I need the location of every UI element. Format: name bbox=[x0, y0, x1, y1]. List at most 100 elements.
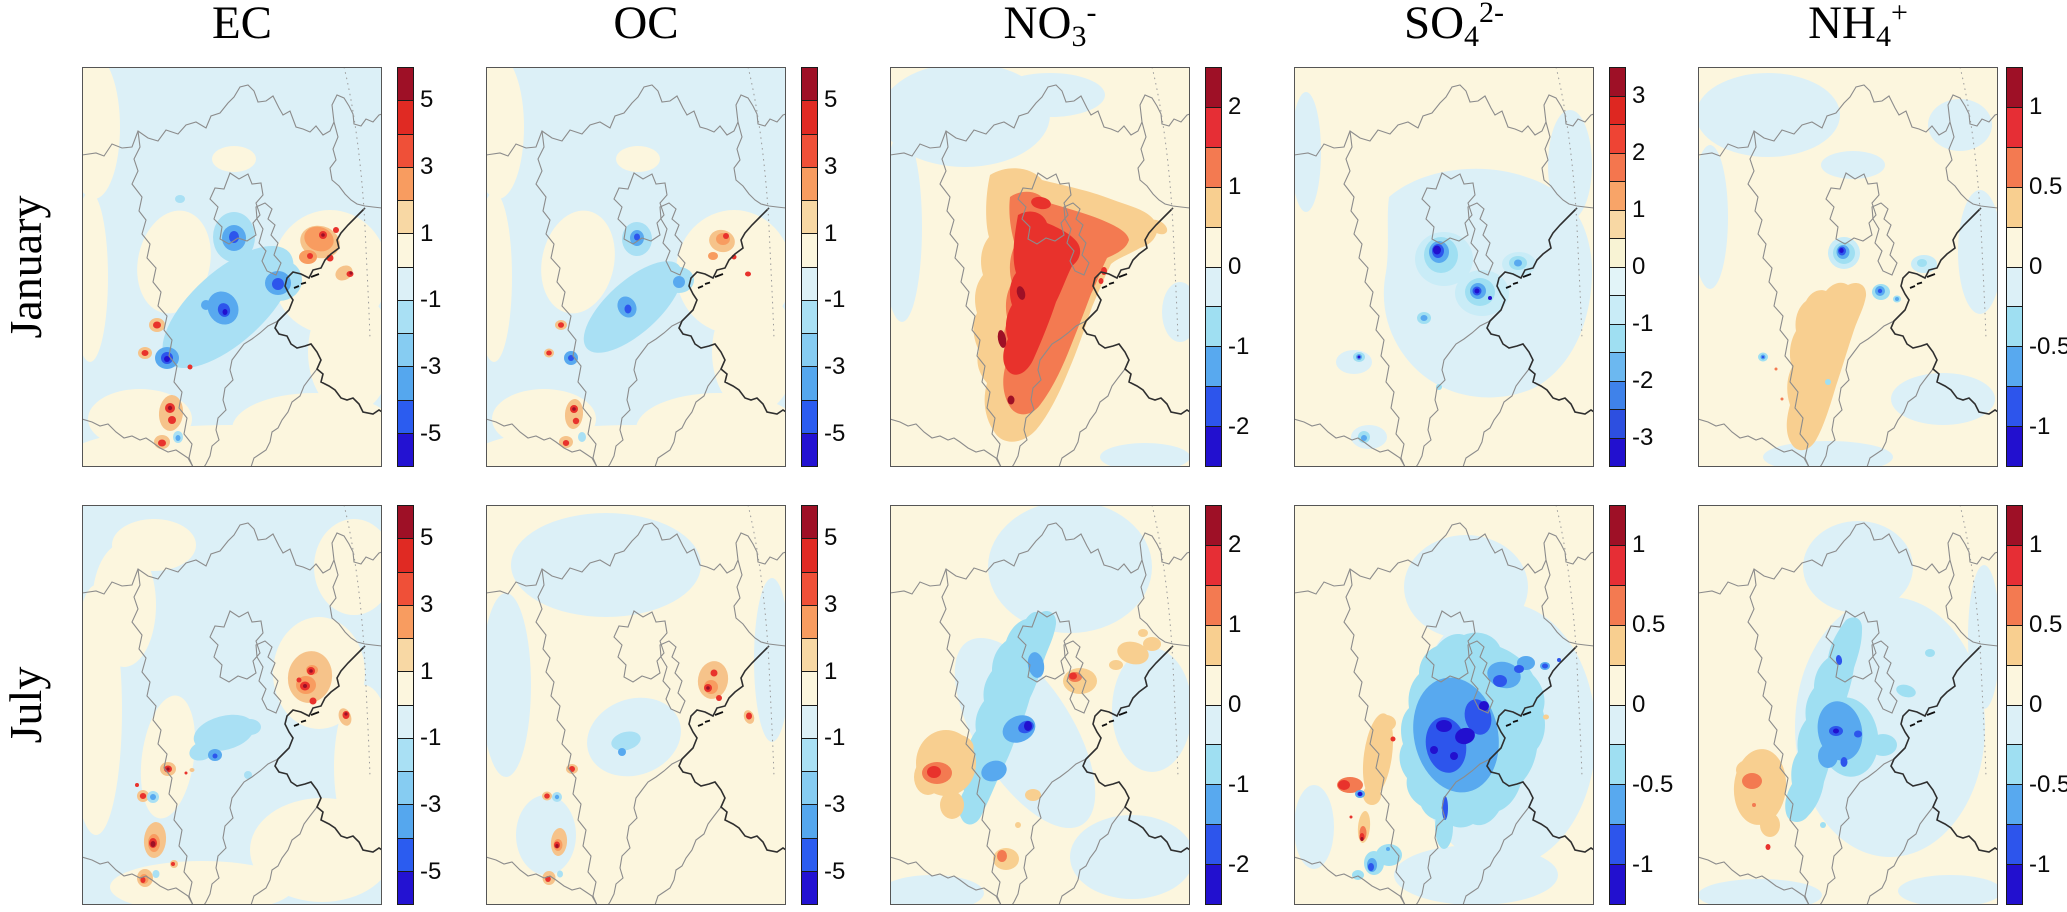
map-jan-so4 bbox=[1294, 67, 1594, 467]
column-title-base: OC bbox=[613, 0, 679, 49]
colorbar-tick: -1 bbox=[420, 724, 442, 752]
map-jul-ec bbox=[82, 505, 382, 905]
colorbar-segment bbox=[802, 334, 817, 368]
colorbar-tick: -1 bbox=[824, 724, 846, 752]
colorbar-segment bbox=[398, 738, 413, 772]
colorbar-tick: 0.5 bbox=[2029, 611, 2063, 638]
colorbar-segment bbox=[1610, 153, 1625, 182]
row-label-july: July bbox=[0, 666, 51, 744]
colorbar-tick: 5 bbox=[824, 86, 838, 114]
colorbar-segment bbox=[398, 367, 413, 401]
colorbar-segment bbox=[802, 506, 817, 540]
colorbar-tick: 2 bbox=[1228, 531, 1242, 558]
colorbar-jan-oc bbox=[801, 67, 818, 467]
colorbar-segment bbox=[802, 367, 817, 401]
colorbar-segment bbox=[1206, 107, 1221, 148]
colorbar-tick: -1 bbox=[1632, 851, 1654, 878]
panel-jul-nh4: 1 0.5 0 -0.5 -1 bbox=[1698, 505, 2067, 905]
colorbar-tick: -3 bbox=[824, 353, 846, 380]
column-title-ec: EC bbox=[52, 0, 432, 56]
colorbar-segment bbox=[2007, 545, 2022, 586]
colorbar-segment bbox=[398, 705, 413, 739]
column-title-nh4: NH4+ bbox=[1668, 0, 2048, 56]
colorbar-segment bbox=[398, 433, 413, 466]
colorbar-segment bbox=[1610, 381, 1625, 410]
colorbar-segment bbox=[802, 68, 817, 102]
panel-jul-ec: 5 3 1 -1 -3 -5 bbox=[82, 505, 462, 905]
column-title-so4: SO42- bbox=[1264, 0, 1644, 56]
colorbar-segment bbox=[2007, 665, 2022, 706]
panel-jan-nh4: 1 0.5 0 -0.5 -1 bbox=[1698, 67, 2067, 467]
colorbar-segment bbox=[2007, 427, 2022, 467]
colorbar-segment bbox=[802, 539, 817, 573]
colorbar-jan-nh4 bbox=[2006, 67, 2023, 467]
column-title-superscript: 2- bbox=[1479, 0, 1505, 29]
colorbar-tick: -3 bbox=[824, 791, 846, 818]
colorbar-segment bbox=[1206, 665, 1221, 706]
colorbar-segment bbox=[1610, 324, 1625, 353]
colorbar-tick: 1 bbox=[824, 219, 838, 247]
colorbar-segment bbox=[802, 772, 817, 806]
colorbar-segment bbox=[1206, 187, 1221, 228]
colorbar-segment bbox=[1610, 353, 1625, 382]
colorbar-segment bbox=[1610, 210, 1625, 239]
colorbar-tick: 3 bbox=[824, 153, 838, 180]
colorbar-segment bbox=[1206, 865, 1221, 905]
colorbar-segment bbox=[1610, 665, 1625, 706]
colorbar-segment bbox=[398, 572, 413, 606]
colorbar-tick: -0.5 bbox=[2029, 333, 2067, 360]
panel-jan-oc: 5 3 1 -1 -3 -5 bbox=[486, 67, 866, 467]
colorbar-segment bbox=[2007, 506, 2022, 546]
colorbar-tick: -1 bbox=[2029, 851, 2051, 878]
column-title-subscript: 4 bbox=[1875, 20, 1891, 53]
colorbar-segment bbox=[802, 871, 817, 904]
colorbar-jan-no3 bbox=[1205, 67, 1222, 467]
column-title-subscript: 4 bbox=[1464, 20, 1480, 53]
colorbar-segment bbox=[802, 838, 817, 872]
colorbar-segment bbox=[2007, 745, 2022, 786]
colorbar-segment bbox=[1206, 387, 1221, 428]
colorbar-segment bbox=[398, 772, 413, 806]
map-jul-oc bbox=[486, 505, 786, 905]
colorbar-tick: -1 bbox=[1632, 310, 1654, 338]
map-jul-so4 bbox=[1294, 505, 1594, 905]
colorbar-segment bbox=[802, 400, 817, 434]
colorbar-segment bbox=[802, 201, 817, 235]
colorbar-segment bbox=[398, 871, 413, 904]
colorbar-tick: -1 bbox=[1228, 771, 1250, 798]
colorbar-segment bbox=[398, 267, 413, 301]
colorbar-tick: 0 bbox=[2029, 253, 2043, 280]
colorbar-segment bbox=[1206, 68, 1221, 108]
colorbar-segment bbox=[1610, 785, 1625, 826]
colorbar-segment bbox=[2007, 68, 2022, 108]
colorbar-tick: 0 bbox=[1228, 691, 1242, 718]
colorbar-tick: -5 bbox=[824, 857, 846, 885]
colorbar-tick: 1 bbox=[1632, 195, 1646, 223]
colorbar-tick: -1 bbox=[2029, 413, 2051, 440]
colorbar-segment bbox=[398, 605, 413, 639]
colorbar-tick: 3 bbox=[420, 591, 434, 618]
map-jan-no3 bbox=[890, 67, 1190, 467]
colorbar-segment bbox=[802, 639, 817, 673]
panel-jan-no3: 2 1 0 -1 -2 bbox=[890, 67, 1270, 467]
colorbar-tick: -5 bbox=[420, 419, 442, 447]
colorbar-jan-so4 bbox=[1609, 67, 1626, 467]
colorbar-segment bbox=[1610, 865, 1625, 905]
colorbar-segment bbox=[398, 234, 413, 268]
column-title-superscript: + bbox=[1890, 0, 1908, 29]
column-title-superscript: - bbox=[1086, 0, 1097, 29]
colorbar-tick: 0.5 bbox=[1632, 611, 1666, 638]
colorbar-segment bbox=[1610, 267, 1625, 296]
colorbar-segment bbox=[1206, 585, 1221, 626]
colorbar-segment bbox=[1610, 68, 1625, 97]
colorbar-segment bbox=[802, 234, 817, 268]
map-jan-oc bbox=[486, 67, 786, 467]
colorbar-segment bbox=[1610, 745, 1625, 786]
colorbar-tick: -2 bbox=[1228, 413, 1250, 440]
column-title-no3: NO3- bbox=[860, 0, 1240, 56]
colorbar-segment bbox=[802, 101, 817, 135]
colorbar-segment bbox=[802, 672, 817, 706]
colorbar-tick: 1 bbox=[2029, 531, 2043, 558]
colorbar-segment bbox=[802, 300, 817, 334]
colorbar-segment bbox=[802, 705, 817, 739]
